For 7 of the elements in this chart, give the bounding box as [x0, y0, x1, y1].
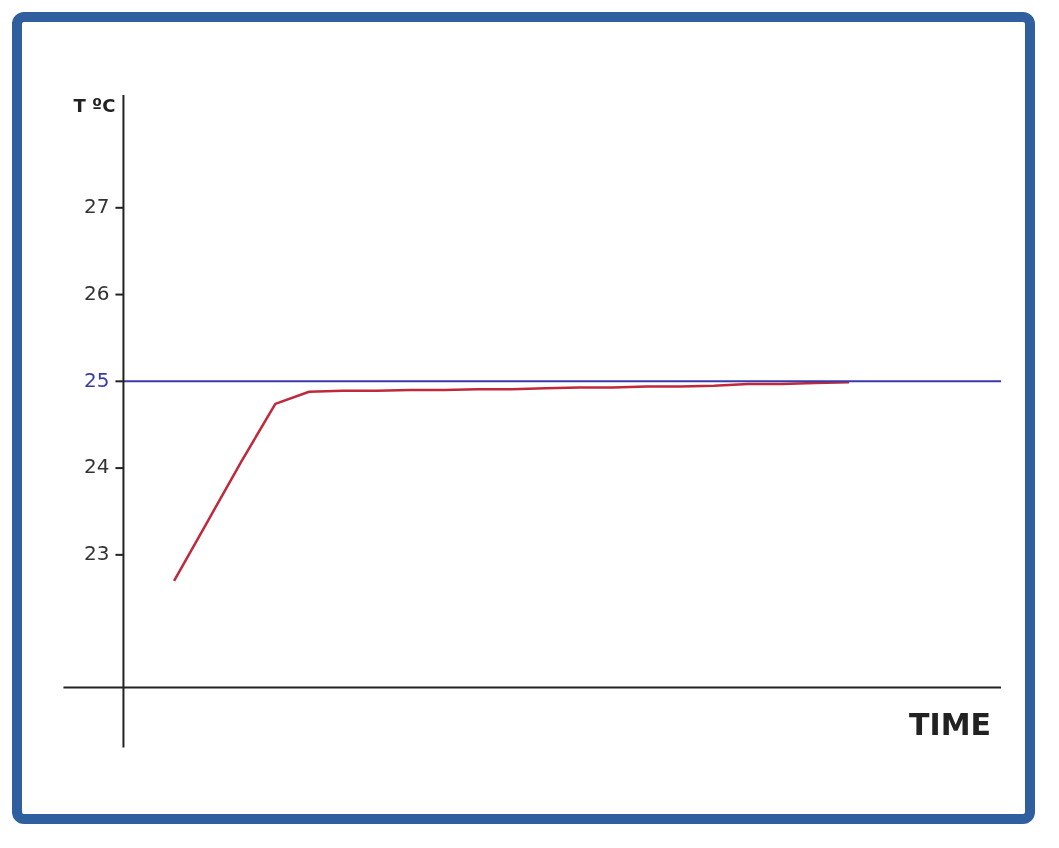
- y-tick-label: 27: [84, 194, 110, 218]
- y-tick-label: 24: [84, 454, 110, 479]
- x-axis-title: TIME: [909, 707, 991, 743]
- y-tick-label: 25: [84, 367, 110, 392]
- y-axis-title: T ºC: [73, 94, 116, 116]
- y-tick-label: 26: [84, 280, 110, 305]
- y-tick-label: 23: [84, 541, 110, 566]
